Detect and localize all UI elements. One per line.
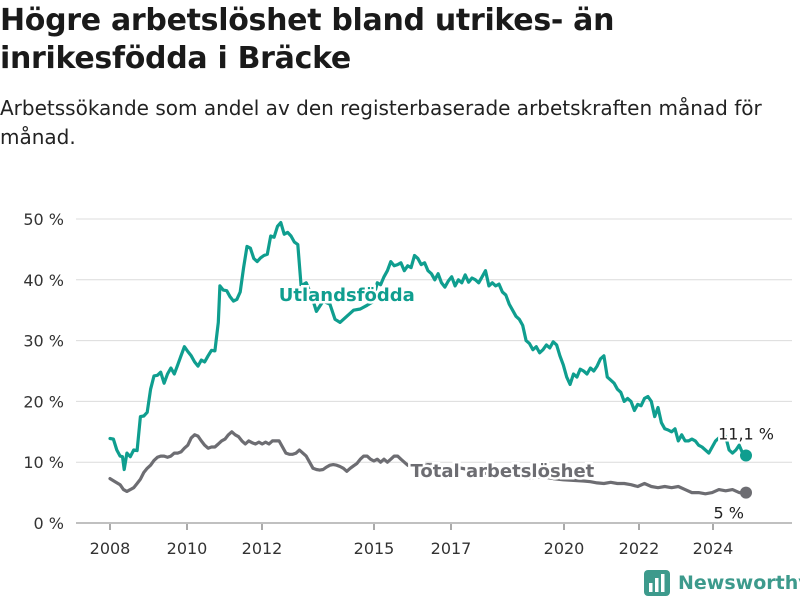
x-tick-label: 2012	[242, 539, 283, 558]
series-line-1	[108, 430, 748, 496]
series-labels: 11,1 % 5 % Utlandsfödda Total arbetslöshet	[276, 283, 776, 525]
brand-name: Newsworthy	[678, 572, 800, 594]
y-tick-label: 30 %	[23, 332, 64, 351]
newsworthy-logo: Newsworthy	[644, 568, 800, 598]
x-tick-label: 2024	[693, 539, 734, 558]
chart-subtitle: Arbetssökande som andel av den registerb…	[0, 96, 762, 149]
x-tick-label: 2022	[619, 539, 660, 558]
x-tick-label: 2015	[354, 539, 395, 558]
y-tick-label: 50 %	[23, 210, 64, 229]
y-tick-label: 10 %	[23, 453, 64, 472]
y-tick-label: 20 %	[23, 392, 64, 411]
x-tick-label: 2020	[544, 539, 585, 558]
series-annotation-1: Total arbetslöshet	[411, 461, 595, 482]
series-end-marker-0	[740, 449, 752, 462]
series-lines	[108, 221, 752, 499]
series-line-0	[108, 221, 748, 472]
bar-chart-icon	[644, 570, 670, 596]
y-tick-label: 40 %	[23, 271, 64, 290]
series-end-label-1: 5 %	[714, 504, 744, 523]
x-axis: 2008 2010 2012 2015 2017 2020 2022 2024	[90, 524, 734, 558]
series-end-label-0: 11,1 %	[718, 425, 774, 444]
x-tick-label: 2010	[167, 539, 208, 558]
y-tick-label: 0 %	[34, 514, 64, 533]
series-annotation-0: Utlandsfödda	[279, 285, 415, 306]
x-tick-label: 2017	[431, 539, 472, 558]
series-end-marker-1	[740, 486, 752, 499]
x-tick-label: 2008	[90, 539, 131, 558]
chart-title: Högre arbetslöshet bland utrikes- än inr…	[0, 3, 615, 76]
y-axis: 0 % 10 % 20 % 30 % 40 % 50 %	[23, 210, 64, 533]
